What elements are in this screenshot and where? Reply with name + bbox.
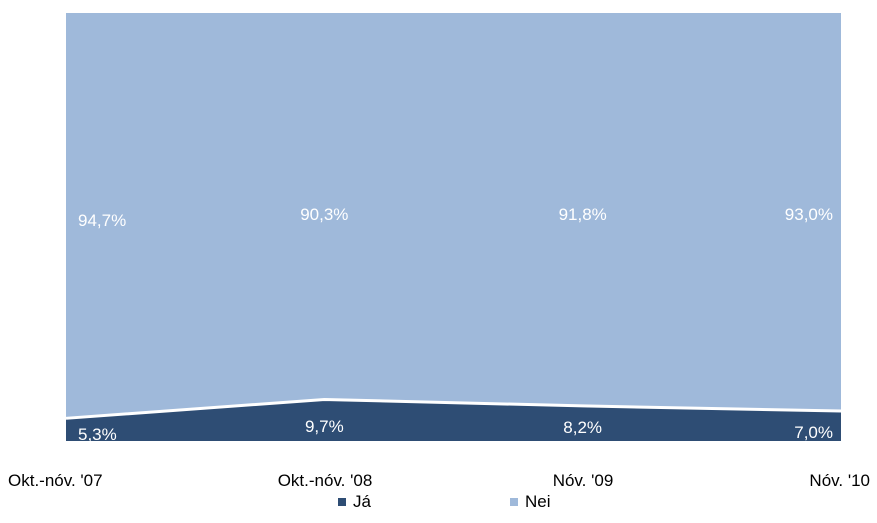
data-label-nei: 93,0%	[785, 205, 833, 224]
data-label-ja: 8,2%	[563, 418, 602, 437]
legend: Já Nei	[0, 492, 877, 518]
legend-item-nei: Nei	[510, 492, 551, 512]
legend-swatch-nei	[510, 498, 518, 506]
x-tick-label: Okt.-nóv. '07	[8, 471, 103, 490]
data-label-ja: 7,0%	[794, 423, 833, 442]
chart: 94,7% 5,3% 90,3% 9,7% 91,8% 8,2% 93,0% 7,0% Okt…	[8, 13, 870, 490]
legend-label-nei: Nei	[525, 492, 551, 511]
area-ja	[66, 399, 841, 441]
data-label-nei: 90,3%	[300, 205, 348, 224]
data-label-nei: 91,8%	[559, 205, 607, 224]
x-tick-label: Nóv. '10	[809, 471, 870, 490]
data-label-nei: 94,7%	[78, 211, 126, 230]
area-nei	[66, 13, 841, 419]
data-label-ja: 5,3%	[78, 425, 117, 444]
area-separator-line	[65, 397, 842, 420]
legend-swatch-ja	[338, 498, 346, 506]
x-tick-label: Okt.-nóv. '08	[278, 471, 373, 490]
x-tick-label: Nóv. '09	[553, 471, 614, 490]
plot-area	[65, 13, 842, 441]
legend-item-ja: Já	[338, 492, 371, 512]
data-label-ja: 9,7%	[305, 417, 344, 436]
legend-label-ja: Já	[353, 492, 371, 511]
data-labels: 94,7% 5,3% 90,3% 9,7% 91,8% 8,2% 93,0% 7,0%	[78, 205, 833, 444]
x-axis-tick-labels: Okt.-nóv. '07 Okt.-nóv. '08 Nóv. '09 Nóv. '…	[8, 471, 870, 490]
